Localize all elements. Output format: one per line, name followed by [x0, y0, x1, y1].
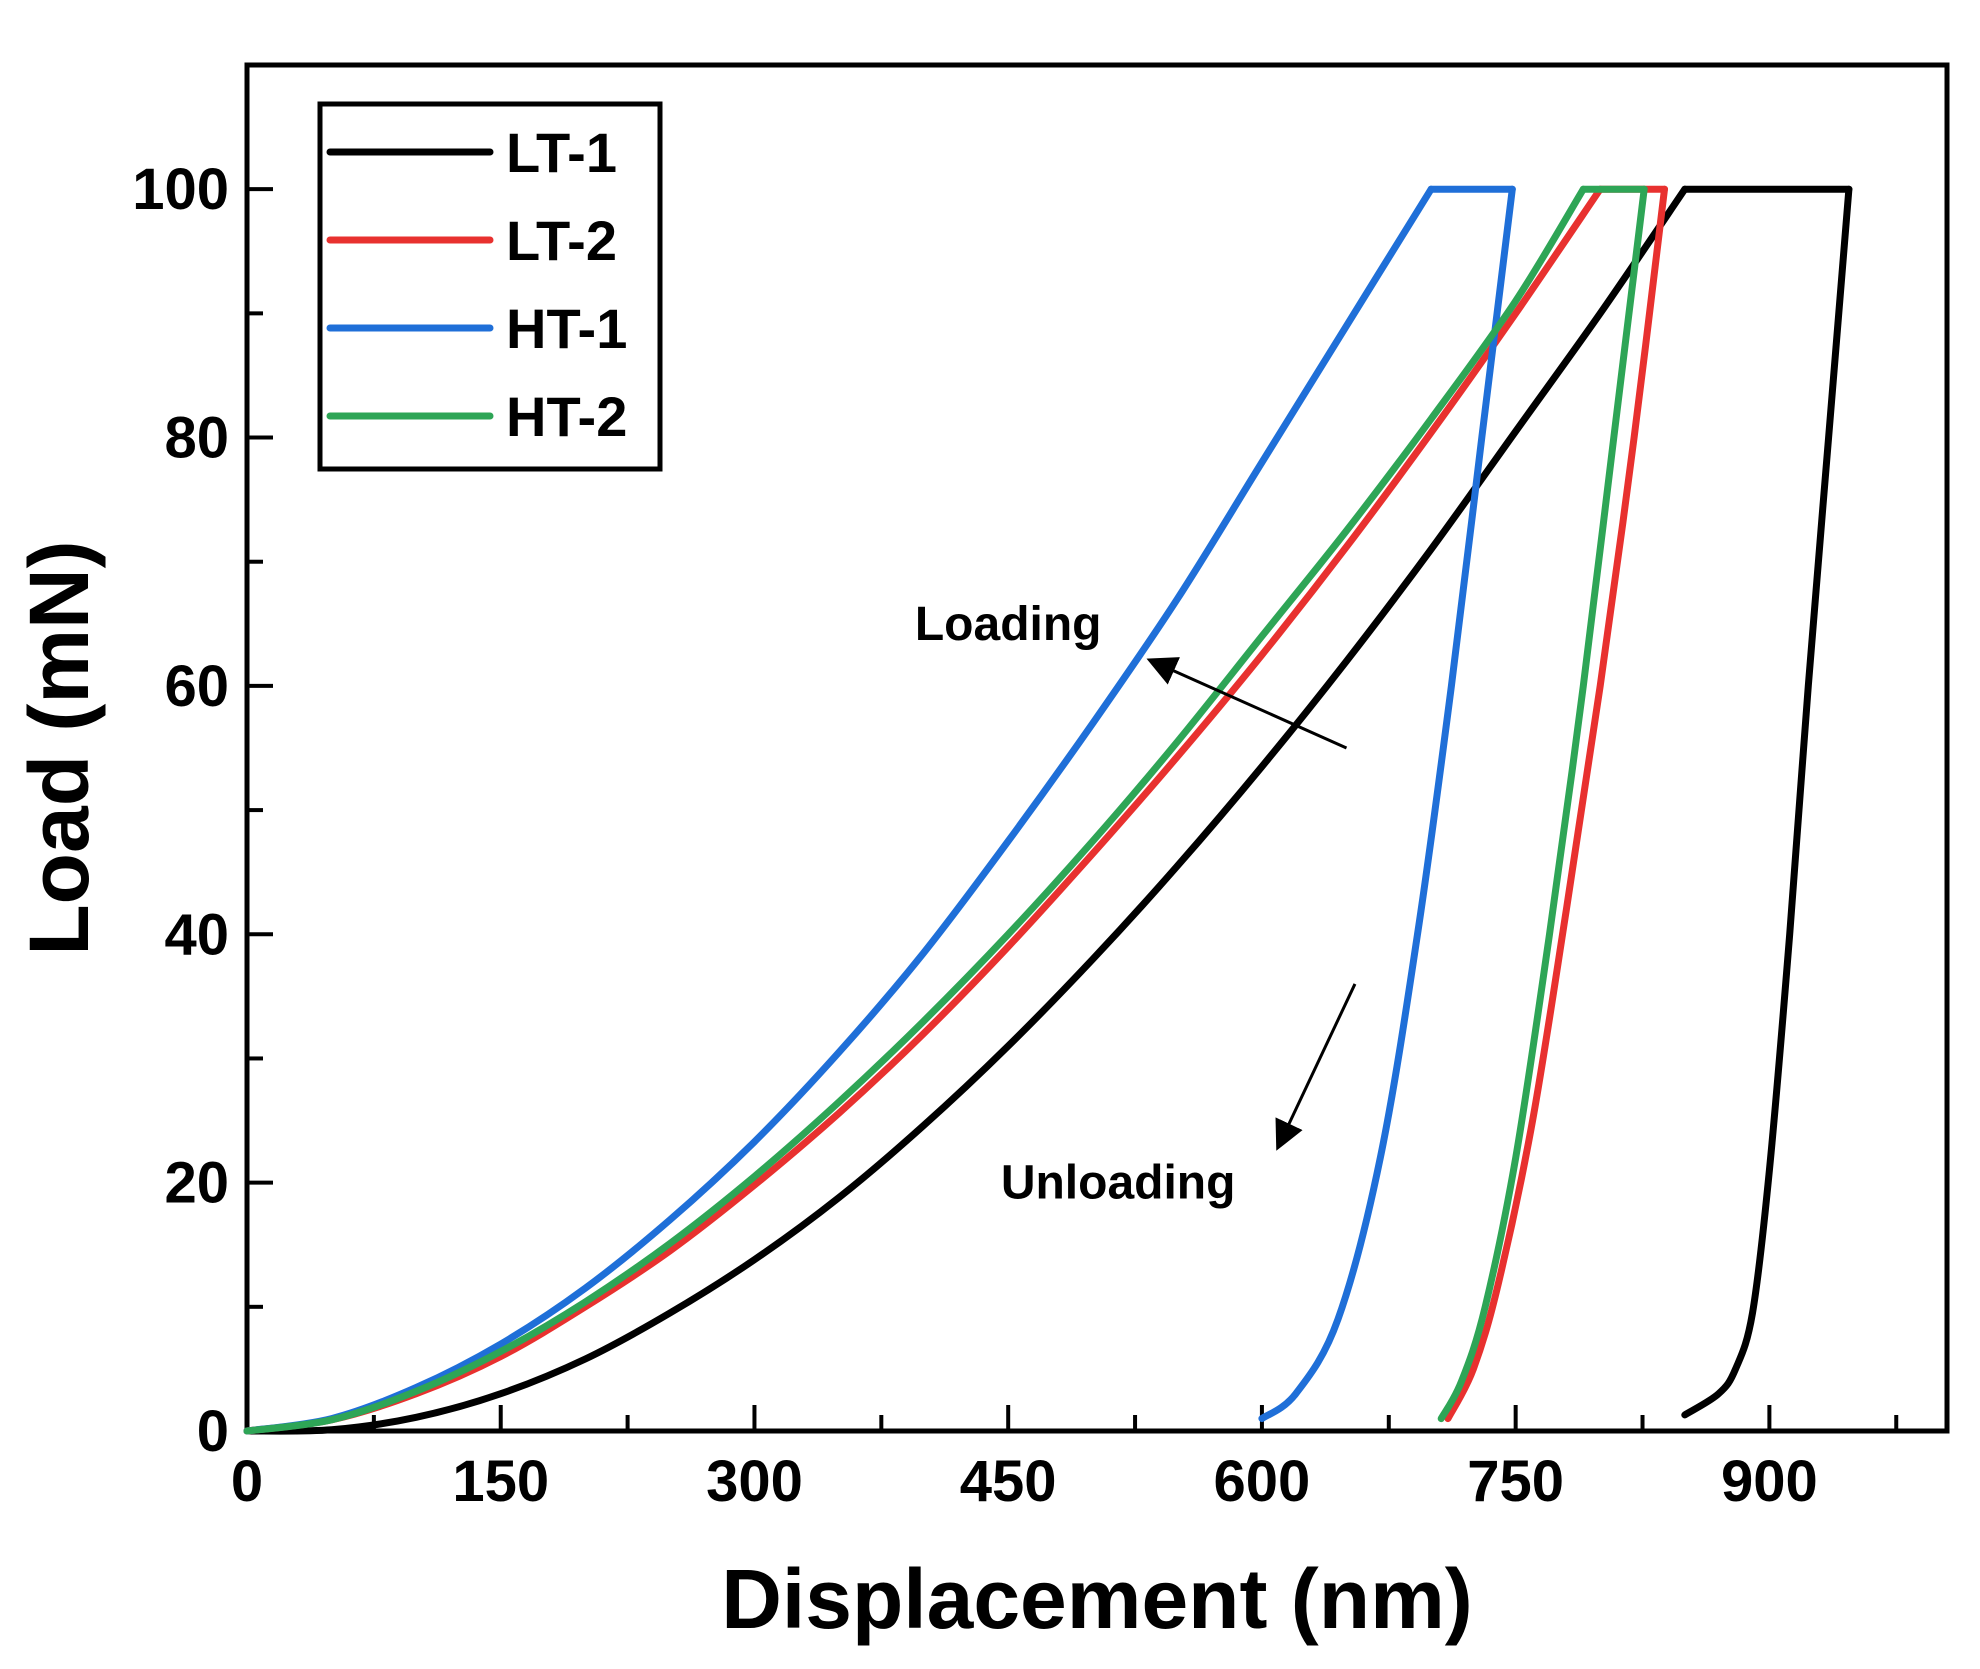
series-lt-2-loading — [243, 185, 1604, 1435]
x-axis: 0 150 300 450 600 750 900 — [231, 1405, 1899, 1514]
legend: LT-1 LT-2 HT-1 HT-2 — [317, 101, 663, 472]
y-axis-title: Load (mN) — [12, 540, 106, 955]
y-tick-label: 40 — [164, 902, 229, 967]
series-ht-1-loading — [243, 185, 1435, 1435]
legend-label-lt-2: LT-2 — [506, 209, 617, 272]
y-axis: 0 20 40 60 80 100 — [132, 63, 273, 1464]
x-tick-label: 900 — [1721, 1449, 1818, 1514]
legend-box — [317, 101, 663, 472]
x-tick-label: 600 — [1214, 1449, 1311, 1514]
annotation-loading: Loading — [915, 598, 1102, 651]
x-tick-label: 750 — [1467, 1449, 1564, 1514]
x-tick-label: 0 — [231, 1449, 263, 1514]
series-lt-1 — [243, 185, 1853, 1435]
x-tick-label: 300 — [706, 1449, 803, 1514]
series-ht-2-unloading — [1437, 185, 1648, 1423]
series-lt-2-unloading — [1444, 185, 1668, 1423]
x-axis-title: Displacement (nm) — [721, 1552, 1473, 1646]
series-ht-2-loading — [243, 185, 1587, 1435]
y-tick-label: 100 — [132, 157, 229, 222]
plot-frame — [244, 62, 1950, 1434]
x-tick-label: 150 — [452, 1449, 549, 1514]
annotation-unloading-arrow — [1275, 983, 1357, 1151]
series-ht-1 — [243, 185, 1516, 1435]
series-lt-1-unloading — [1681, 185, 1853, 1419]
y-tick-label: 60 — [164, 654, 229, 719]
annotations: Loading Unloading — [915, 598, 1357, 1210]
legend-label-lt-1: LT-1 — [506, 121, 617, 184]
legend-label-ht-2: HT-2 — [506, 385, 627, 448]
series-lt-1-loading — [243, 185, 1689, 1435]
y-tick-label: 20 — [164, 1151, 229, 1216]
annotation-unloading: Unloading — [1001, 1157, 1236, 1210]
x-tick-label: 450 — [960, 1449, 1057, 1514]
annotation-loading-arrow — [1146, 657, 1348, 750]
legend-label-ht-1: HT-1 — [506, 297, 627, 360]
series-layer — [243, 185, 1853, 1435]
plot-area — [244, 62, 1950, 1434]
y-tick-label: 80 — [164, 406, 229, 471]
series-ht-2 — [243, 185, 1648, 1435]
series-ht-1-unloading — [1258, 185, 1516, 1423]
y-tick-label: 0 — [197, 1399, 229, 1464]
